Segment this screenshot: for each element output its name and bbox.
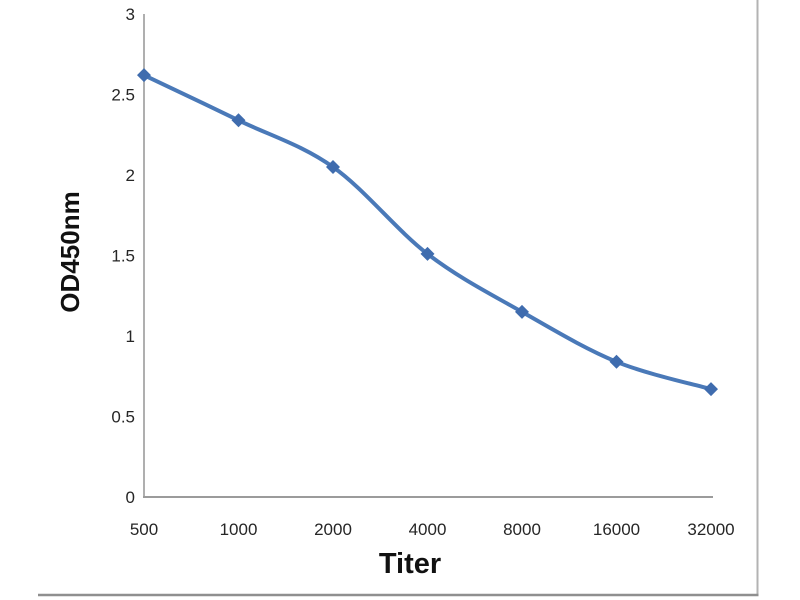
- series-line: [142, 73, 713, 392]
- y-axis-label: OD450nm: [55, 191, 85, 312]
- data-point: [231, 113, 246, 128]
- data-point: [326, 159, 340, 174]
- x-tick-label: 32000: [687, 520, 734, 539]
- y-tick-labels: 0 0.5 1 1.5 2 2.5 3: [111, 5, 135, 507]
- y-tick-label: 1.5: [111, 247, 135, 266]
- data-point: [704, 382, 718, 397]
- y-tick-label: 0.5: [111, 408, 135, 427]
- y-tick-label: 2: [126, 166, 135, 185]
- x-tick-label: 4000: [409, 520, 447, 539]
- y-tick-label: 0: [126, 488, 135, 507]
- data-point: [420, 246, 435, 261]
- data-point: [137, 68, 151, 83]
- x-tick-label: 1000: [220, 520, 258, 539]
- y-tick-label: 3: [126, 5, 135, 24]
- x-tick-label: 8000: [503, 520, 541, 539]
- data-point: [609, 354, 624, 369]
- y-tick-label: 1: [126, 327, 135, 346]
- data-point-markers: [137, 68, 718, 397]
- y-tick-label: 2.5: [111, 86, 135, 105]
- x-tick-label: 2000: [314, 520, 352, 539]
- x-axis-label: Titer: [379, 548, 441, 580]
- data-point: [515, 304, 529, 319]
- x-tick-label: 500: [130, 520, 158, 539]
- x-tick-labels: 500 1000 2000 4000 8000 16000 32000: [130, 520, 735, 539]
- x-tick-label: 16000: [593, 520, 640, 539]
